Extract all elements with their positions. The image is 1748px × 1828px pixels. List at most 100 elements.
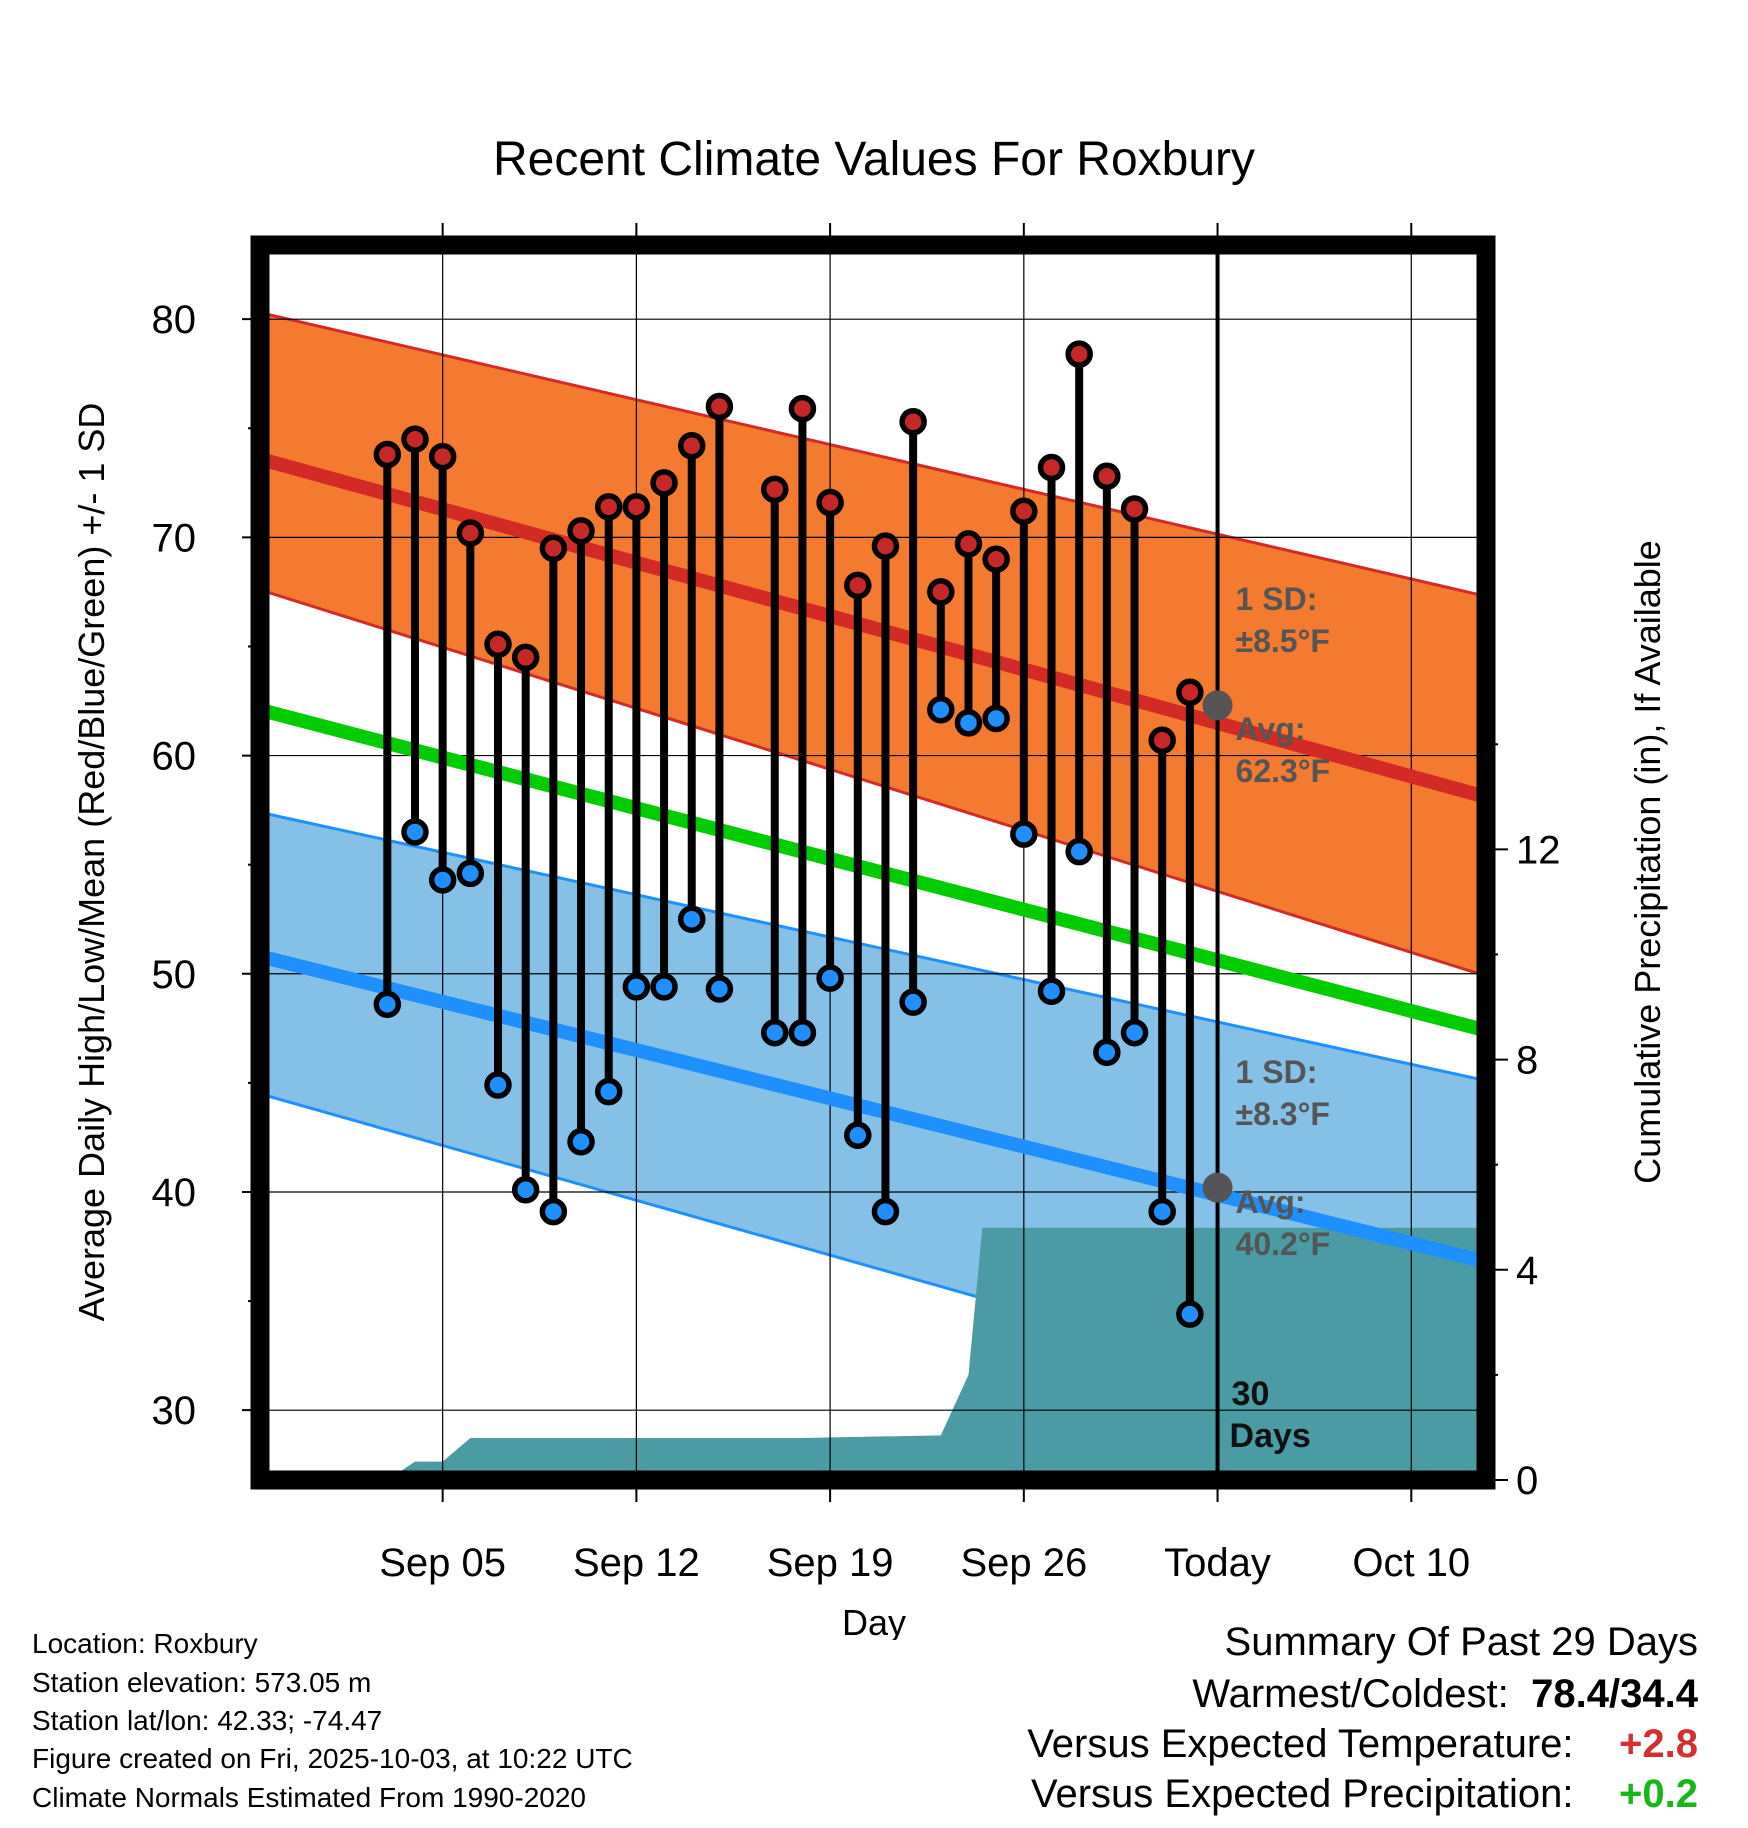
daily-high-point xyxy=(1176,678,1204,707)
y-tick-label: 70 xyxy=(152,516,197,560)
daily-low-point xyxy=(456,859,485,888)
daily-low-point xyxy=(650,973,678,1001)
daily-high-point xyxy=(816,488,844,517)
daily-high-point xyxy=(622,493,651,521)
daily-high-point xyxy=(899,407,927,436)
daily-high-point xyxy=(677,431,706,460)
high-avg-value: 62.3°F xyxy=(1236,753,1331,789)
daily-high-point xyxy=(484,630,512,659)
x-tick-label: Oct 10 xyxy=(1352,1541,1470,1585)
daily-low-point xyxy=(484,1071,512,1099)
days-count: 30 xyxy=(1232,1375,1270,1413)
y-tick-label: 30 xyxy=(152,1389,197,1433)
daily-low-point xyxy=(539,1197,568,1226)
footer-elevation: Station elevation: 573.05 m xyxy=(32,1667,372,1698)
daily-low-point xyxy=(373,990,402,1019)
x-tick-label: Sep 26 xyxy=(960,1541,1087,1585)
daily-low-point xyxy=(816,964,844,992)
daily-low-point xyxy=(1176,1300,1204,1328)
daily-low-point xyxy=(788,1018,817,1047)
daily-high-point xyxy=(401,425,429,453)
daily-low-point xyxy=(982,704,1010,733)
daily-high-point xyxy=(1148,726,1176,755)
daily-high-point xyxy=(954,530,983,558)
low-avg-value: 40.2°F xyxy=(1236,1226,1331,1262)
daily-low-point xyxy=(899,988,927,1016)
y-tick-label: 50 xyxy=(152,953,197,997)
daily-low-point xyxy=(1093,1038,1121,1067)
plot-frame xyxy=(250,235,1496,1490)
daily-high-point xyxy=(511,643,540,672)
low-sd-value: ±8.3°F xyxy=(1236,1096,1330,1132)
y2-tick-label: 4 xyxy=(1516,1249,1538,1293)
daily-low-point xyxy=(428,866,457,894)
daily-high-point xyxy=(1093,462,1121,491)
daily-low-point xyxy=(761,1018,789,1047)
daily-low-point xyxy=(705,975,734,1003)
today-high-avg-marker xyxy=(1202,690,1233,721)
y2-axis-title: Cumulative Precipitation (in), If Availa… xyxy=(1627,540,1668,1184)
chart-title: Recent Climate Values For Roxbury xyxy=(493,133,1255,186)
daily-high-point xyxy=(428,442,457,471)
daily-high-point xyxy=(982,545,1010,573)
daily-low-point xyxy=(954,709,983,737)
plot-area xyxy=(260,245,1486,1480)
daily-low-point xyxy=(1148,1197,1176,1226)
high-avg-label: Avg: xyxy=(1236,711,1306,747)
daily-high-point xyxy=(1120,495,1149,523)
daily-low-point xyxy=(401,818,429,846)
climate-chart: Recent Climate Values For Roxbury 1 SD: ±… xyxy=(71,133,1668,1640)
temp-delta-label: Versus Expected Temperature: xyxy=(1027,1722,1574,1766)
y-tick-label: 80 xyxy=(152,298,197,342)
daily-high-point xyxy=(650,469,678,497)
daily-high-point xyxy=(844,571,872,600)
days-label: Days xyxy=(1230,1417,1311,1455)
y2-tick-label: 0 xyxy=(1516,1459,1538,1503)
x-tick-label: Today xyxy=(1164,1541,1271,1585)
footer-latlon: Station lat/lon: 42.33; -74.47 xyxy=(32,1705,383,1736)
summary-title-row: Summary Of Past 29 Days xyxy=(1225,1620,1698,1665)
daily-high-point xyxy=(871,532,900,560)
overlay: 1 SD: ±8.5°F Avg: 62.3°F 1 SD: ±8.3°F Avg: 40.2… xyxy=(1230,581,1331,1455)
y-axis-title: Average Daily High/Low/Mean (Red/Blue/Gr… xyxy=(71,403,112,1322)
daily-low-point xyxy=(567,1128,595,1156)
daily-high-point xyxy=(1065,340,1093,368)
warm-cold-value: 78.4/34.4 xyxy=(1531,1672,1698,1716)
axes: 30 40 50 60 70 80 0 4 8 12 Sep 05 Sep 12 Sep 19 Sep 2… xyxy=(152,223,1561,1585)
footer-created: Figure created on Fri, 2025-10-03, at 10… xyxy=(32,1743,633,1774)
daily-low-point xyxy=(1120,1018,1149,1047)
summary-warm-cold-row: Warmest/Coldest: 78.4/34.4 xyxy=(1192,1672,1698,1717)
precipitation-area xyxy=(260,1227,1486,1480)
low-sd-label: 1 SD: xyxy=(1236,1054,1318,1090)
daily-low-point xyxy=(1010,820,1038,848)
low-avg-label: Avg: xyxy=(1236,1184,1306,1220)
high-sd-label: 1 SD: xyxy=(1236,581,1318,617)
summary-temp-row: Versus Expected Temperature: +2.8 xyxy=(1027,1722,1698,1767)
y2-tick-label: 8 xyxy=(1516,1039,1538,1083)
x-tick-label: Sep 12 xyxy=(573,1541,700,1585)
mean-normal-line xyxy=(260,702,1486,1038)
daily-high-point xyxy=(761,475,789,504)
high-sd-value: ±8.5°F xyxy=(1236,623,1330,659)
daily-low-point xyxy=(1065,837,1093,866)
daily-low-point xyxy=(1037,977,1066,1005)
footer-normals: Climate Normals Estimated From 1990-2020 xyxy=(32,1782,586,1813)
daily-low-point xyxy=(677,905,706,933)
daily-high-point xyxy=(1037,453,1066,482)
x-tick-label: Sep 05 xyxy=(379,1541,506,1585)
temp-delta-value: +2.8 xyxy=(1619,1722,1698,1766)
low-normal-line xyxy=(260,949,1486,1269)
warm-cold-label: Warmest/Coldest: xyxy=(1192,1672,1509,1716)
precip-delta-value: +0.2 xyxy=(1619,1772,1698,1816)
daily-high-point xyxy=(456,519,485,547)
daily-high-point xyxy=(373,440,402,469)
x-axis-title: Day xyxy=(842,1602,906,1640)
daily-low-point xyxy=(844,1121,872,1149)
daily-low-point xyxy=(511,1176,540,1204)
y-tick-label: 60 xyxy=(152,735,197,779)
daily-high-point xyxy=(705,392,734,421)
daily-high-point xyxy=(1010,497,1038,525)
summary-precip-row: Versus Expected Precipitation: +0.2 xyxy=(1031,1772,1698,1817)
daily-low-point xyxy=(622,973,651,1001)
summary-title: Summary Of Past 29 Days xyxy=(1224,1620,1698,1664)
